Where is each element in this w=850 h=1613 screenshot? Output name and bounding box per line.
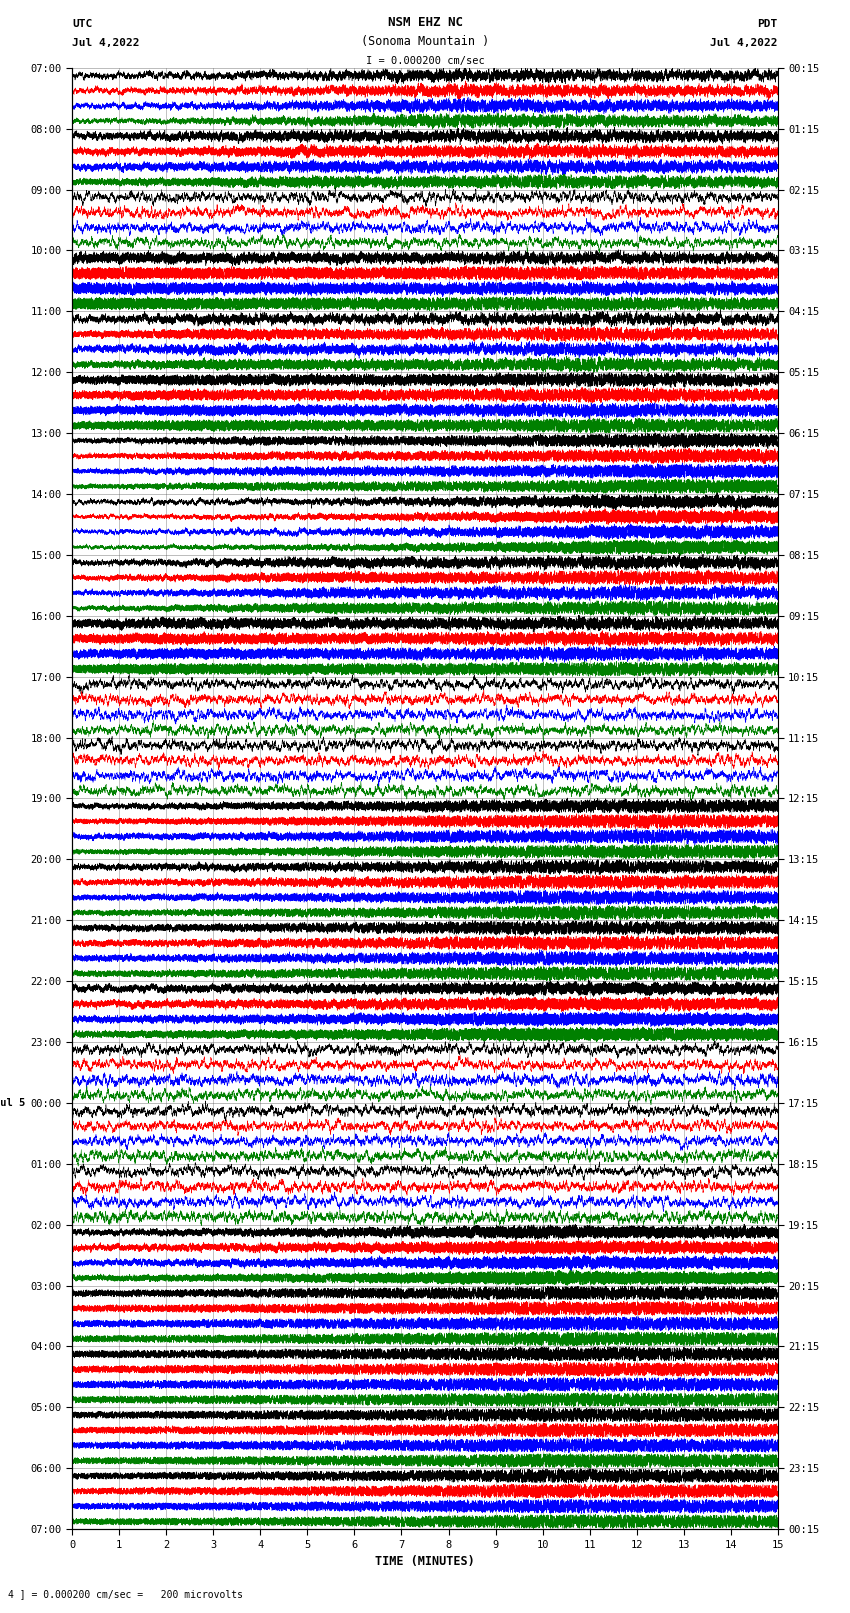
- Text: PDT: PDT: [757, 19, 778, 29]
- Text: I = 0.000200 cm/sec: I = 0.000200 cm/sec: [366, 56, 484, 66]
- Text: NSM EHZ NC: NSM EHZ NC: [388, 16, 462, 29]
- Text: Jul 4,2022: Jul 4,2022: [72, 39, 139, 48]
- Text: Jul 4,2022: Jul 4,2022: [711, 39, 778, 48]
- Text: UTC: UTC: [72, 19, 93, 29]
- Text: 4 ] = 0.000200 cm/sec =   200 microvolts: 4 ] = 0.000200 cm/sec = 200 microvolts: [8, 1589, 243, 1598]
- Text: (Sonoma Mountain ): (Sonoma Mountain ): [361, 35, 489, 48]
- Text: Jul 5: Jul 5: [0, 1098, 25, 1108]
- X-axis label: TIME (MINUTES): TIME (MINUTES): [375, 1555, 475, 1568]
